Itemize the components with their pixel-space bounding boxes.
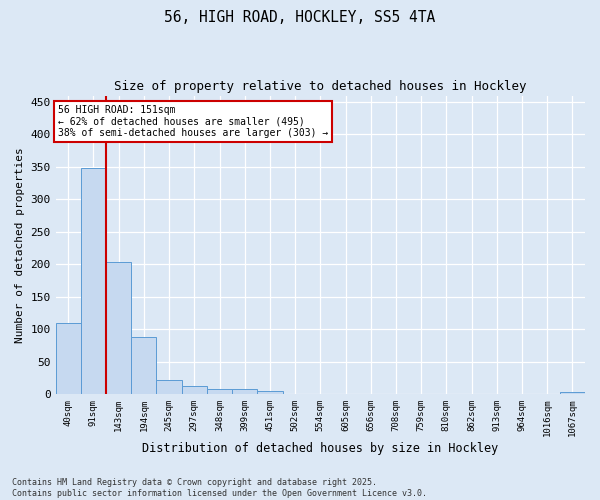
- Bar: [207, 389, 232, 394]
- Y-axis label: Number of detached properties: Number of detached properties: [15, 147, 25, 342]
- X-axis label: Distribution of detached houses by size in Hockley: Distribution of detached houses by size …: [142, 442, 499, 455]
- Bar: [257, 390, 283, 394]
- Bar: [106, 262, 131, 394]
- Bar: [232, 390, 257, 394]
- Bar: [157, 380, 182, 394]
- Text: 56 HIGH ROAD: 151sqm
← 62% of detached houses are smaller (495)
38% of semi-deta: 56 HIGH ROAD: 151sqm ← 62% of detached h…: [58, 104, 329, 138]
- Bar: [81, 168, 106, 394]
- Bar: [56, 322, 81, 394]
- Title: Size of property relative to detached houses in Hockley: Size of property relative to detached ho…: [114, 80, 527, 93]
- Bar: [182, 386, 207, 394]
- Bar: [131, 337, 157, 394]
- Bar: [560, 392, 585, 394]
- Text: Contains HM Land Registry data © Crown copyright and database right 2025.
Contai: Contains HM Land Registry data © Crown c…: [12, 478, 427, 498]
- Text: 56, HIGH ROAD, HOCKLEY, SS5 4TA: 56, HIGH ROAD, HOCKLEY, SS5 4TA: [164, 10, 436, 25]
